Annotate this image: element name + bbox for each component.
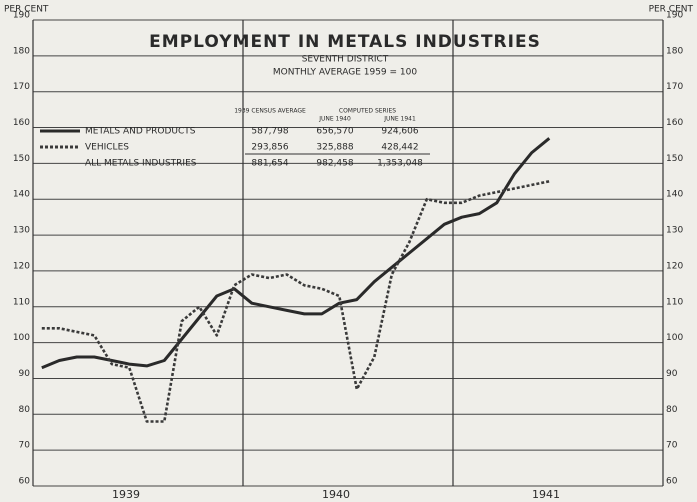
x-tick-label: 1939 <box>112 488 140 501</box>
y-tick-label: 180 <box>13 46 30 56</box>
table-header: JUNE 1940 <box>318 116 351 123</box>
y-tick-label: 170 <box>13 82 30 92</box>
y2-tick-label: 70 <box>666 441 678 451</box>
x-tick-label: 1941 <box>532 488 560 501</box>
y2-tick-label: 100 <box>666 333 683 343</box>
y2-tick-label: 120 <box>666 261 683 271</box>
y-tick-label: 80 <box>19 405 31 415</box>
x-tick-label: 1940 <box>322 488 350 501</box>
y2-tick-label: 110 <box>666 297 683 307</box>
table-cell: 428,442 <box>381 143 418 153</box>
chart-subtitle: SEVENTH DISTRICT <box>302 55 389 65</box>
y-tick-label: 190 <box>13 11 30 21</box>
y2-tick-label: 90 <box>666 369 678 379</box>
y2-tick-label: 170 <box>666 82 683 92</box>
y2-tick-label: 80 <box>666 405 678 415</box>
table-cell: 1,353,048 <box>377 159 423 169</box>
chart-title: EMPLOYMENT IN METALS INDUSTRIES <box>149 32 541 52</box>
table-cell: 982,458 <box>316 159 353 169</box>
y-tick-label: 60 <box>19 477 31 487</box>
legend-label: VEHICLES <box>85 143 129 153</box>
y2-tick-label: 160 <box>666 118 683 128</box>
legend-label: METALS AND PRODUCTS <box>85 127 196 137</box>
y2-tick-label: 150 <box>666 154 683 164</box>
y2-axis-label: PER CENT <box>649 5 694 15</box>
table-cell: 325,888 <box>316 143 353 153</box>
y2-tick-label: 190 <box>666 11 683 21</box>
table-cell: 656,570 <box>316 127 353 137</box>
series-line <box>41 137 551 370</box>
table-cell: 587,798 <box>251 127 288 137</box>
y-tick-label: 150 <box>13 154 30 164</box>
series-line <box>41 180 550 423</box>
table-header: 1939 CENSUS AVERAGE <box>234 108 306 115</box>
legend-label: ALL METALS INDUSTRIES <box>85 159 197 169</box>
y-tick-label: 130 <box>13 226 30 236</box>
y-tick-label: 140 <box>13 190 30 200</box>
y-tick-label: 160 <box>13 118 30 128</box>
table-header: COMPUTED SERIES <box>339 108 396 115</box>
y2-tick-label: 180 <box>666 46 683 56</box>
table-cell: 924,606 <box>381 127 418 137</box>
y2-tick-label: 60 <box>666 477 678 487</box>
table-cell: 881,654 <box>251 159 288 169</box>
y-tick-label: 70 <box>19 441 31 451</box>
table-header: JUNE 1941 <box>383 116 416 123</box>
table-cell: 293,856 <box>251 143 288 153</box>
chart-note: MONTHLY AVERAGE 1959 = 100 <box>273 68 417 78</box>
y2-tick-label: 140 <box>666 190 683 200</box>
y-tick-label: 120 <box>13 261 30 271</box>
y2-tick-label: 130 <box>666 226 683 236</box>
y-tick-label: 110 <box>13 297 30 307</box>
y-tick-label: 100 <box>13 333 30 343</box>
y-tick-label: 90 <box>19 369 31 379</box>
y-axis-label: PER CENT <box>4 5 49 15</box>
